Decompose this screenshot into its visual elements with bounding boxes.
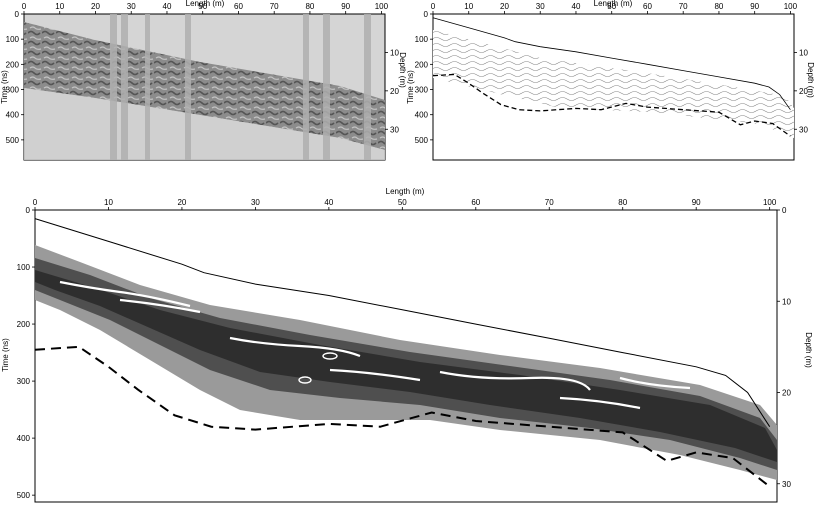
- top-right-y-left-title: Time (ns): [406, 70, 415, 104]
- bottom-y-left-title: Time (ns): [1, 338, 10, 372]
- y-right-tick-label: 0: [782, 206, 787, 215]
- x-tick-label: 90: [692, 198, 701, 207]
- x-tick-label: 0: [431, 2, 436, 11]
- x-tick-label: 30: [251, 198, 260, 207]
- y-left-tick-label: 0: [15, 10, 20, 19]
- y-right-tick-label: 10: [782, 297, 791, 306]
- y-left-tick-label: 400: [17, 434, 31, 443]
- x-tick-label: 100: [375, 2, 389, 11]
- x-tick-label: 60: [471, 198, 480, 207]
- bright-reflector-streaks: [59, 280, 691, 410]
- panel-bottom: [34, 209, 778, 503]
- x-tick-label: 10: [55, 2, 64, 11]
- y-left-tick-label: 500: [17, 491, 31, 500]
- y-left-tick-label: 300: [6, 86, 20, 95]
- bottom-x-title: Length (m): [386, 187, 425, 196]
- x-tick-label: 0: [22, 2, 27, 11]
- y-left-tick-label: 500: [415, 136, 429, 145]
- y-right-tick-label: 20: [799, 87, 808, 96]
- x-tick-label: 100: [784, 2, 798, 11]
- y-right-tick-label: 10: [799, 48, 808, 57]
- y-right-tick-label: 10: [390, 48, 399, 57]
- y-left-tick-label: 500: [6, 136, 20, 145]
- y-left-tick-label: 400: [6, 111, 20, 120]
- top-right-x-title: Length (m): [594, 0, 633, 8]
- x-tick-label: 50: [607, 2, 616, 11]
- surface-line: [432, 17, 791, 110]
- y-left-tick-label: 200: [6, 60, 20, 69]
- x-tick-label: 70: [679, 2, 688, 11]
- x-tick-label: 80: [714, 2, 723, 11]
- y-left-tick-label: 200: [17, 320, 31, 329]
- y-right-tick-label: 30: [799, 125, 808, 134]
- top-left-y-left-title: Time (ns): [0, 70, 9, 104]
- y-right-tick-label: 20: [390, 87, 399, 96]
- x-tick-label: 80: [305, 2, 314, 11]
- y-right-tick-label: 30: [390, 125, 399, 134]
- x-tick-label: 100: [763, 198, 777, 207]
- bottom-y-right-title: Depth (m): [804, 332, 813, 368]
- x-tick-label: 40: [324, 198, 333, 207]
- y-left-tick-label: 300: [415, 86, 429, 95]
- surface-line: [34, 218, 771, 427]
- top-right-y-right-title: Depth (m): [806, 62, 814, 98]
- y-left-tick-label: 100: [6, 35, 20, 44]
- x-tick-label: 40: [572, 2, 581, 11]
- bright-lens-2: [298, 376, 312, 384]
- x-tick-label: 20: [91, 2, 100, 11]
- y-left-tick-label: 200: [415, 60, 429, 69]
- x-tick-label: 70: [545, 198, 554, 207]
- x-tick-label: 10: [104, 198, 113, 207]
- y-left-tick-label: 0: [26, 206, 31, 215]
- y-left-tick-label: 400: [415, 111, 429, 120]
- top-left-x-title: Length (m): [186, 0, 225, 8]
- y-left-tick-label: 100: [17, 263, 31, 272]
- x-tick-label: 90: [750, 2, 759, 11]
- x-tick-label: 0: [33, 198, 38, 207]
- x-tick-label: 90: [341, 2, 350, 11]
- bedrock-line: [432, 73, 791, 137]
- x-tick-label: 30: [536, 2, 545, 11]
- x-tick-label: 80: [618, 198, 627, 207]
- axes-top-left: 0 10 20 30 40 50 60 70 80 90 100 0 100 200 300 400 500 10…: [6, 2, 400, 145]
- x-tick-label: 60: [234, 2, 243, 11]
- top-left-y-right-title: Depth (m): [398, 52, 407, 88]
- layer-band-inner: [35, 270, 777, 462]
- x-tick-label: 40: [163, 2, 172, 11]
- axes-bottom: 0 10 20 30 40 50 60 70 80 90 100 0 100 200 300 400 500 0 1…: [17, 198, 792, 500]
- x-tick-label: 10: [464, 2, 473, 11]
- y-left-tick-label: 300: [17, 377, 31, 386]
- panel-top-right: [432, 13, 795, 161]
- y-right-tick-label: 20: [782, 389, 791, 398]
- x-tick-label: 60: [643, 2, 652, 11]
- x-tick-label: 20: [177, 198, 186, 207]
- x-tick-label: 50: [198, 2, 207, 11]
- panel-top-left: [23, 13, 386, 161]
- axes-top-right: 0 10 20 30 40 50 60 70 80 90 100 0 100 200 300 400 500 10…: [415, 2, 809, 145]
- x-tick-label: 70: [270, 2, 279, 11]
- y-left-tick-label: 100: [415, 35, 429, 44]
- trace-gap-bands: [110, 14, 371, 160]
- x-tick-label: 50: [398, 198, 407, 207]
- bright-lens-1: [322, 352, 338, 360]
- y-left-tick-label: 0: [424, 10, 429, 19]
- x-tick-label: 30: [127, 2, 136, 11]
- x-tick-label: 20: [500, 2, 509, 11]
- y-right-tick-label: 30: [782, 480, 791, 489]
- bedrock-line: [34, 345, 771, 488]
